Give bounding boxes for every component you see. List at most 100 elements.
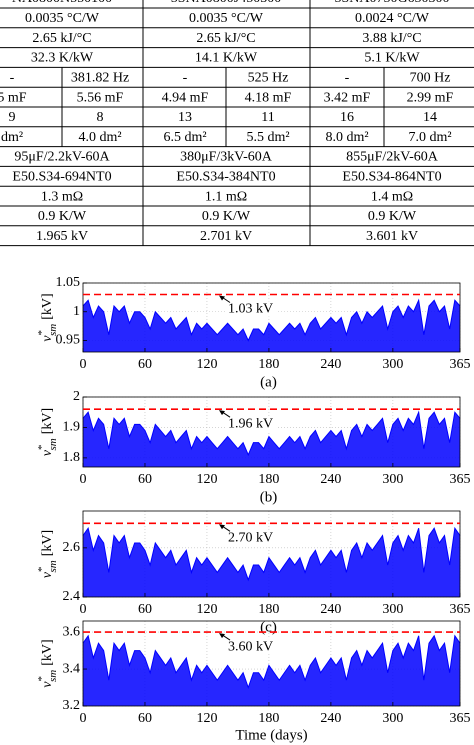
x-tick-label: 300 (382, 711, 403, 726)
table-cell: 14 (423, 110, 437, 125)
annotation-background (226, 416, 278, 432)
table-cell: 4.94 mF (162, 90, 209, 105)
table-cell: 5 mF (0, 90, 27, 105)
table-cell: 2.99 mF (407, 90, 454, 105)
x-tick-label: 0 (80, 602, 87, 617)
table-cell: 4.18 mF (245, 90, 292, 105)
y-tick-label: 1.8 (63, 450, 81, 465)
y-tick-label: 1 (73, 304, 80, 319)
y-axis-label-unit: [kV] (40, 530, 55, 556)
y-tick-label: 3.2 (63, 698, 81, 713)
table-cell: 3.88 kJ/°C (362, 31, 421, 46)
x-tick-label: 300 (382, 357, 403, 372)
y-tick-label: 0.95 (56, 333, 81, 348)
plot-frame (82, 620, 461, 707)
table-cell: 5SNA0800J450300 (171, 0, 281, 6)
x-tick-label: 120 (196, 357, 217, 372)
x-tick-label: 120 (196, 711, 217, 726)
threshold-label: 2.70 kV (228, 531, 273, 546)
table-cell: 5.5 dm² (246, 130, 289, 145)
caption: (b) (260, 489, 278, 505)
table-cell: E50.S34-694NT0 (12, 170, 111, 185)
table-cell: 0.9 K/W (368, 209, 417, 224)
x-tick-label: 120 (196, 472, 217, 487)
table-cell: 1.1 mΩ (205, 189, 247, 204)
table-cell: 1.4 mΩ (371, 189, 413, 204)
table-cell: 0.0035 °C/W (189, 11, 264, 26)
y-tick-label: 3.4 (63, 661, 81, 676)
x-tick-label: 240 (320, 711, 341, 726)
annotation-arrowhead (219, 633, 225, 639)
table-cell: 6.5 dm² (163, 130, 206, 145)
table-cell: 13 (178, 110, 192, 125)
table-cell: 16 (340, 110, 354, 125)
annotation-arrowhead (219, 524, 225, 530)
y-axis-label-sup: * (36, 330, 48, 336)
y-tick-label: 2.4 (63, 589, 81, 604)
y-axis-label-sub: sm (47, 670, 59, 682)
y-axis-label-unit: [kV] (40, 293, 55, 319)
y-axis-label-sub: sm (47, 324, 59, 336)
table-cell: - (10, 71, 15, 86)
table-cell: 5.1 K/kW (364, 51, 420, 66)
x-tick-label: 365 (450, 357, 471, 372)
plot-frame (82, 510, 461, 598)
y-axis-label-sup: * (36, 566, 48, 572)
x-tick-label: 180 (258, 472, 279, 487)
x-tick-label: 180 (258, 357, 279, 372)
table-cell: 0.0024 °C/W (355, 11, 430, 26)
series-line (82, 526, 461, 582)
table-cell: E50.S34-384NT0 (176, 170, 275, 185)
x-tick-label: 240 (320, 357, 341, 372)
y-tick-label: 2.6 (63, 540, 81, 555)
x-tick-label: 365 (450, 711, 471, 726)
table-cell: 2.65 kJ/°C (196, 31, 255, 46)
y-axis-label-unit: [kV] (40, 639, 55, 665)
table-cell: 0.9 K/W (202, 209, 251, 224)
table-cell: 8 (97, 110, 104, 125)
table-cell: 855μF/2kV-60A (346, 150, 439, 165)
table-cell: 2.65 kJ/°C (32, 31, 91, 46)
table-cell: 9 (9, 110, 16, 125)
table-cell: 32.3 K/kW (31, 51, 94, 66)
table-cell: 11 (261, 110, 274, 125)
series-line (82, 634, 461, 690)
annotation-background (226, 639, 278, 655)
table-cell: 95μF/2.2kV-60A (14, 150, 110, 165)
x-tick-label: 240 (320, 602, 341, 617)
x-tick-label: 365 (450, 472, 471, 487)
y-tick-label: 3.6 (63, 624, 81, 639)
area-fill (83, 412, 460, 467)
x-tick-label: 240 (320, 472, 341, 487)
table-cell: 14.1 K/kW (195, 51, 258, 66)
y-axis-label: v*sm [kV] (36, 530, 59, 578)
y-axis-label-sub: sm (47, 438, 59, 450)
area-fill (83, 635, 460, 706)
table-cell: - (345, 71, 350, 86)
x-tick-label: 60 (138, 602, 152, 617)
x-tick-label: 180 (258, 711, 279, 726)
table-cell: 0.0035 °C/W (25, 11, 100, 26)
table-cell: 8.0 dm² (325, 130, 368, 145)
x-tick-label: 300 (382, 602, 403, 617)
x-tick-label: 0 (80, 357, 87, 372)
table-cell: 381.82 Hz (71, 71, 129, 86)
y-axis-label-symbol: v (40, 335, 55, 342)
plot-frame (82, 396, 461, 468)
table-cell: 700 Hz (410, 71, 451, 86)
y-axis-label-symbol: v (40, 681, 55, 688)
table-cell: 4.0 dm² (78, 130, 121, 145)
table-cell: 7.0 dm² (408, 130, 451, 145)
y-axis-label: v*sm [kV] (36, 408, 59, 456)
x-tick-label: 120 (196, 602, 217, 617)
x-tick-label: 180 (258, 602, 279, 617)
threshold-label: 3.60 kV (228, 639, 273, 654)
table-cell: 1.965 kV (36, 229, 88, 244)
table-cell: 3.601 kV (366, 229, 418, 244)
y-axis-label: v*sm [kV] (36, 639, 59, 687)
table-cell: 525 Hz (248, 71, 289, 86)
area-fill (83, 528, 460, 597)
x-tick-label: 365 (450, 602, 471, 617)
table-cell: 380μF/3kV-60A (180, 150, 273, 165)
